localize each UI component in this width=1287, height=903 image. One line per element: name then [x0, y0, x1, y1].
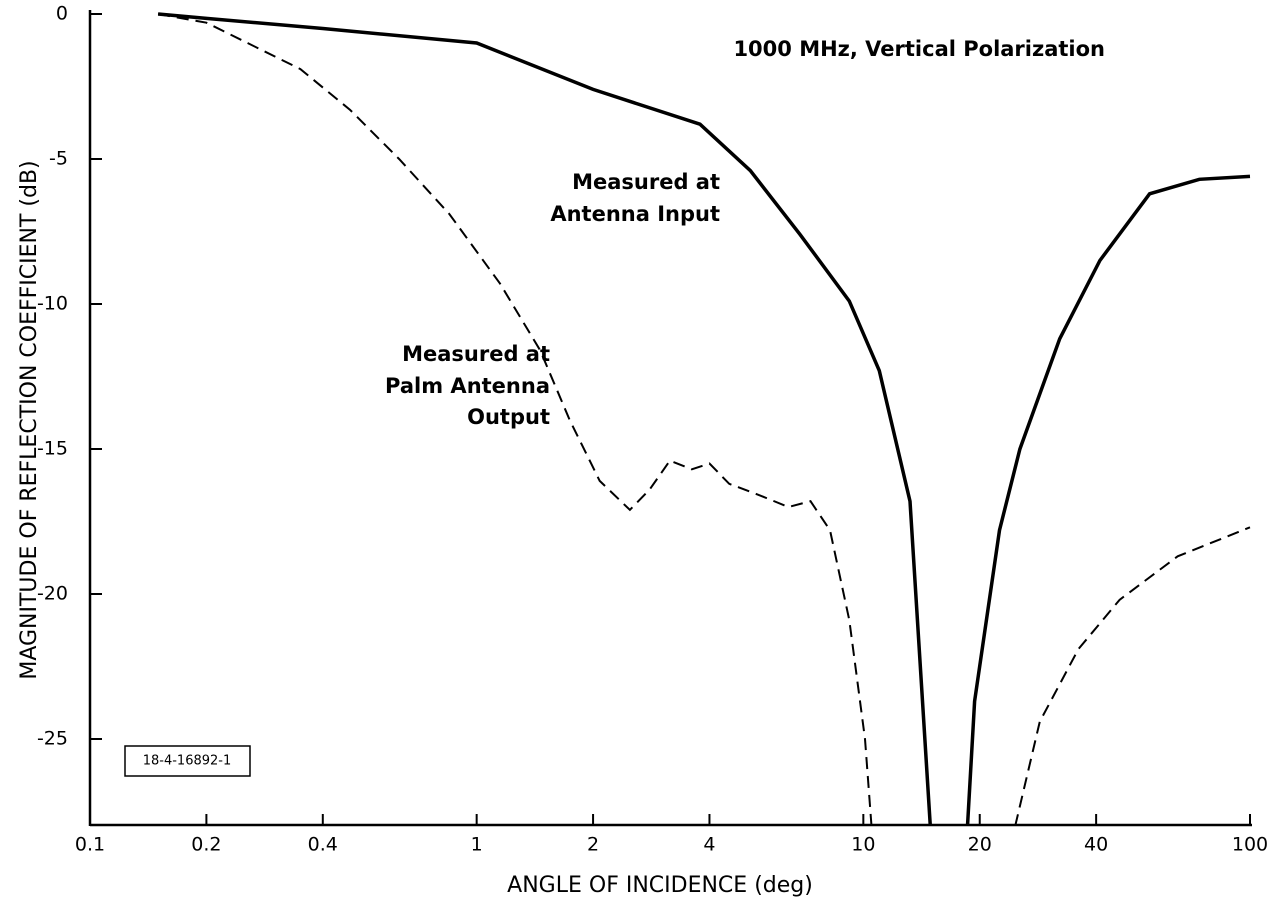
annotation: Palm Antenna	[385, 374, 550, 398]
x-tick-label: 100	[1232, 834, 1268, 856]
x-tick-label: 0.2	[191, 834, 221, 856]
x-tick-label: 0.4	[308, 834, 338, 856]
x-tick-label: 1	[471, 834, 483, 856]
y-tick-label: 0	[56, 3, 68, 25]
x-tick-label: 20	[968, 834, 992, 856]
annotation: Output	[467, 405, 550, 429]
y-tick-label: -15	[37, 438, 68, 460]
x-axis-title: ANGLE OF INCIDENCE (deg)	[507, 873, 813, 898]
stamp-box	[124, 745, 251, 777]
annotation: Measured at	[572, 170, 720, 194]
y-tick-label: -5	[49, 148, 68, 170]
annotation: Measured at	[402, 342, 550, 366]
series-line	[157, 13, 1251, 826]
y-axis-title: MAGNITUDE OF REFLECTION COEFFICIENT (dB)	[17, 160, 42, 679]
x-tick-label: 40	[1084, 834, 1108, 856]
y-tick-label: -10	[37, 293, 68, 315]
y-tick-label: -25	[37, 728, 68, 750]
series-line	[157, 12, 1251, 826]
y-tick-label: -20	[37, 583, 68, 605]
annotation: 1000 MHz, Vertical Polarization	[733, 37, 1105, 61]
x-tick-label: 2	[587, 834, 599, 856]
x-tick-label: 4	[703, 834, 715, 856]
x-tick-label: 0.1	[75, 834, 105, 856]
x-tick-label: 10	[851, 834, 875, 856]
annotation: Antenna Input	[550, 202, 720, 226]
stamp-label: 18-4-16892-1	[143, 754, 232, 769]
